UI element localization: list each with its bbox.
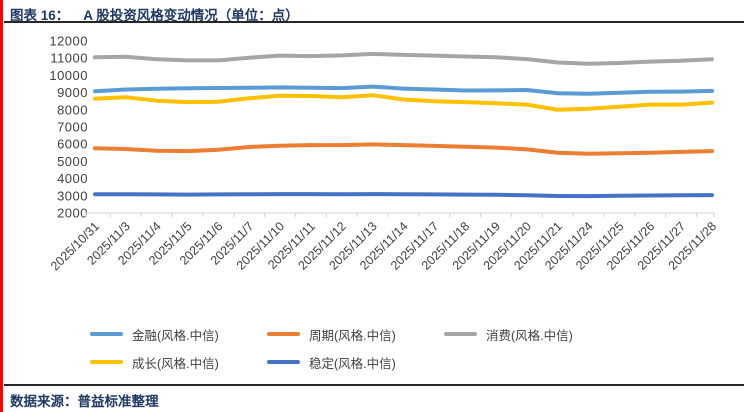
footer-divider: [4, 384, 744, 386]
legend-label-stable: 稳定(风格.中信): [309, 356, 396, 371]
legend-line-swatch-cyclical: [267, 332, 300, 336]
y-axis-tick-label: 12000: [49, 34, 88, 49]
series-line-consumer: [93, 51, 714, 66]
legend-line-swatch-stable: [267, 360, 300, 364]
y-axis-tick-label: 5000: [57, 154, 88, 169]
legend-line-swatch-financial: [90, 332, 123, 336]
y-axis-tick-label: 8000: [57, 102, 88, 117]
figure-header: 图表 16： A 股投资风格变动情况（单位：点）: [10, 4, 299, 25]
series-line-financial: [93, 84, 714, 96]
legend-line-swatch-growth: [90, 360, 123, 364]
y-axis-tick-label: 10000: [49, 68, 88, 83]
line-chart: 12000 11000 10000 9000 8000 7000 6000 5000 4000 3…: [48, 34, 719, 274]
y-axis-tick-label: 6000: [57, 137, 88, 152]
legend-line-swatch-consumer: [444, 332, 477, 336]
legend-item-growth: 成长(风格.中信): [90, 350, 267, 374]
left-accent-bar: [0, 0, 3, 412]
legend-label-consumer: 消费(风格.中信): [486, 328, 573, 343]
chart-area: 12000 11000 10000 9000 8000 7000 6000 5000 4000 3…: [0, 26, 744, 322]
figure-title: A 股投资风格变动情况（单位：点）: [83, 8, 299, 23]
y-axis-tick-label: 11000: [50, 51, 88, 66]
y-axis-tick-label: 7000: [57, 120, 88, 135]
series-line-cyclical: [93, 142, 714, 156]
y-axis-tick-label: 9000: [57, 85, 88, 100]
legend-label-growth: 成长(风格.中信): [132, 356, 219, 371]
figure-number-label: 图表 16：: [10, 8, 70, 23]
legend-item-cyclical: 周期(风格.中信): [267, 322, 444, 346]
data-source-label: 数据来源：普益标准整理: [10, 394, 159, 409]
legend-label-cyclical: 周期(风格.中信): [309, 328, 396, 343]
y-axis-tick-label: 3000: [57, 188, 88, 203]
chart-legend: 金融(风格.中信) 周期(风格.中信) 消费(风格.中信) 成长(风格.中信) 稳定(风…: [90, 322, 644, 374]
legend-item-consumer: 消费(风格.中信): [444, 322, 644, 346]
y-axis-tick-label: 2000: [57, 206, 88, 221]
series-line-growth: [93, 93, 714, 112]
legend-label-financial: 金融(风格.中信): [132, 328, 219, 343]
figure-footer: 数据来源：普益标准整理: [10, 390, 159, 411]
series-line-stable: [93, 192, 714, 199]
y-axis-tick-label: 4000: [57, 171, 88, 186]
legend-item-stable: 稳定(风格.中信): [267, 350, 444, 374]
legend-item-financial: 金融(风格.中信): [90, 322, 267, 346]
title-divider: [4, 21, 744, 23]
